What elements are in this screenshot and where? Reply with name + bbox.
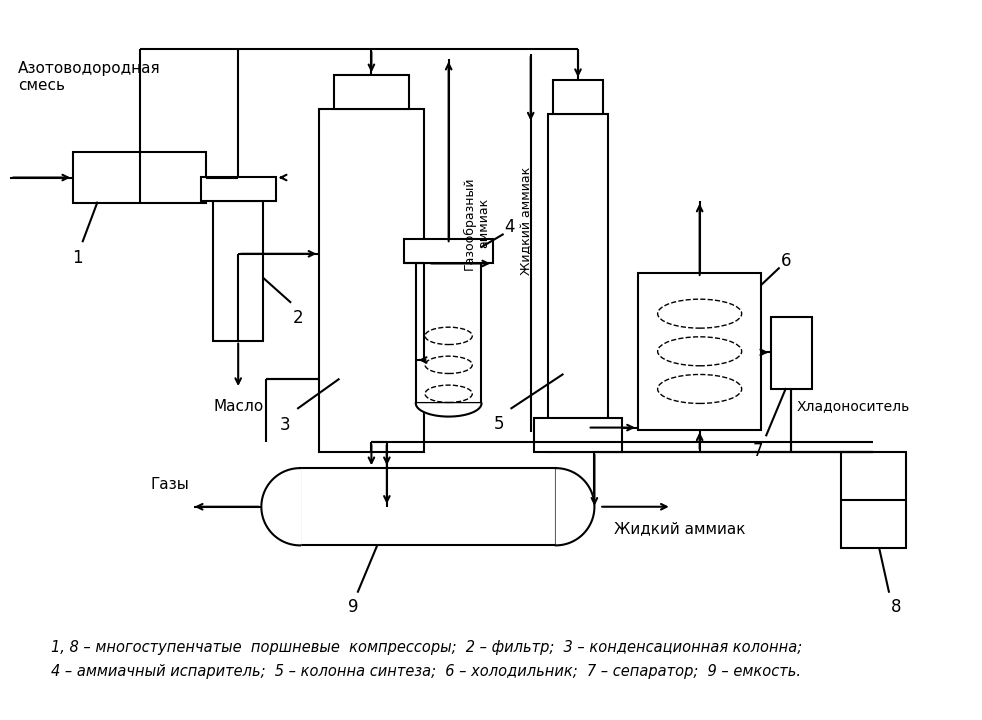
Bar: [533, 418, 623, 451]
Text: Азотоводородная
смесь: Азотоводородная смесь: [18, 60, 161, 93]
Text: 5: 5: [494, 415, 505, 433]
Bar: [213, 201, 263, 341]
Text: Газы: Газы: [150, 477, 189, 492]
Text: Жидкий аммиак: Жидкий аммиак: [614, 521, 745, 536]
Text: 3: 3: [280, 416, 291, 434]
Bar: [638, 273, 761, 430]
Text: 8: 8: [891, 598, 901, 616]
Bar: [300, 468, 556, 545]
Bar: [841, 451, 906, 548]
Text: Масло: Масло: [213, 399, 263, 413]
Bar: [553, 80, 603, 114]
Text: 4: 4: [505, 218, 516, 236]
Bar: [771, 317, 812, 389]
Bar: [200, 176, 276, 201]
Bar: [405, 239, 493, 264]
Text: 2: 2: [293, 309, 302, 327]
Text: 7: 7: [753, 442, 763, 460]
Text: Хладоноситель: Хладоноситель: [796, 399, 909, 413]
Text: 6: 6: [781, 252, 791, 270]
Text: 9: 9: [348, 598, 358, 616]
Bar: [73, 153, 206, 202]
Bar: [334, 75, 409, 109]
Text: 1: 1: [73, 249, 83, 267]
Bar: [415, 264, 481, 403]
Text: Жидкий аммиак: Жидкий аммиак: [520, 167, 533, 275]
Bar: [319, 109, 423, 451]
Text: 4 – аммиачный испаритель;  5 – колонна синтеза;  6 – холодильник;  7 – сепаратор: 4 – аммиачный испаритель; 5 – колонна си…: [51, 664, 801, 679]
Text: 1, 8 – многоступенчатые  поршневые  компрессоры;  2 – фильтр;  3 – конденсационн: 1, 8 – многоступенчатые поршневые компре…: [51, 640, 802, 655]
Text: Газообразный
аммиак: Газообразный аммиак: [463, 176, 491, 270]
Bar: [548, 114, 608, 451]
